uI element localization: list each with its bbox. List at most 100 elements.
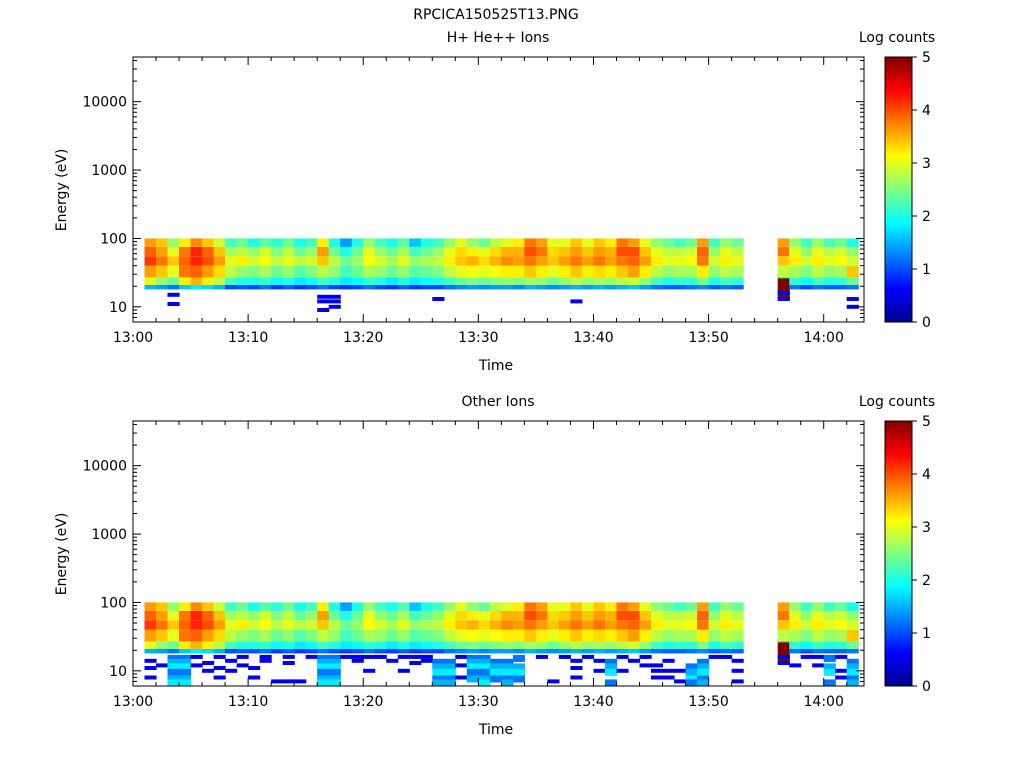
spectrogram-cell [535,641,548,649]
spectrogram-cell [317,648,330,654]
spectrogram-cell [777,256,790,266]
spectrogram-cell [351,238,364,247]
spectrogram-cell [547,611,560,621]
spectrogram-cell [282,265,295,278]
spectrogram-cell [466,611,479,621]
spectrogram-cell [662,247,675,257]
spectrogram-cell [213,611,226,621]
spectrogram-cell [674,611,687,621]
low-count-cell [823,654,836,662]
spectrogram-cell [823,641,836,649]
low-count-cell [294,679,307,684]
spectrogram-cell [259,641,272,649]
spectrogram-cell [363,277,376,285]
spectrogram-cell [512,602,525,611]
spectrogram-cell [259,648,272,654]
spectrogram-cell [812,265,825,278]
spectrogram-cell [697,265,710,278]
spectrogram-cell [501,641,514,649]
colorbar-gradient [884,56,913,323]
low-count-cell [478,663,491,671]
spectrogram-cell [605,629,618,642]
spectrogram-cell [789,284,802,290]
spectrogram-cell [466,648,479,654]
x-tick-label: 13:00 [113,694,153,710]
spectrogram-cell [443,247,456,257]
spectrogram-cell [466,620,479,630]
spectrogram-cell [697,238,710,247]
spectrogram-cell [708,602,721,611]
spectrogram-cell [236,648,249,654]
low-count-cell [651,663,664,668]
spectrogram-cell [202,277,215,285]
spectrogram-cell [628,284,641,290]
spectrogram-cell [397,238,410,247]
low-count-cell [466,654,479,662]
spectrogram-cell [374,629,387,642]
spectrogram-cell [697,648,710,654]
colorbar-tick-label: 1 [922,626,931,642]
spectrogram-cell [179,247,192,257]
spectrogram-cell [282,648,295,654]
low-count-cell [651,668,664,673]
spectrogram-cell [570,238,583,247]
spectrogram-cell [628,629,641,642]
spectrogram-cell [167,256,180,266]
spectrogram-cell [708,648,721,654]
spectrogram-cell [374,648,387,654]
spectrogram-cell [144,611,157,621]
low-count-cell [167,658,180,666]
spectrogram-cell [835,629,848,642]
spectrogram-cell [812,256,825,266]
low-count-cell [317,679,330,687]
spectrogram-cell [202,238,215,247]
spectrogram-cell [271,238,284,247]
low-count-cell [432,668,445,676]
spectrogram-cell [213,641,226,649]
spectrogram-cell [535,277,548,285]
spectrogram-cell [259,611,272,621]
spectrogram-cell [328,265,341,278]
x-tick-label: 13:30 [458,694,498,710]
spectrogram-cell [777,611,790,621]
spectrogram-cell [651,602,664,611]
spectrogram-cell [317,265,330,278]
low-count-cell [812,654,825,659]
spectrogram-cell [236,247,249,257]
spectrogram-cell [409,620,422,630]
spectrogram-cell [213,629,226,642]
spectrogram-cell [374,277,387,285]
spectrogram-cell [708,611,721,621]
low-count-cell [846,304,859,309]
spectrogram-cell [156,238,169,247]
spectrogram-cell [835,265,848,278]
spectrogram-cell [697,620,710,630]
spectrogram-cell [282,602,295,611]
spectrogram-cell [374,641,387,649]
spectrogram-cell [156,284,169,290]
spectrogram-cell [466,629,479,642]
low-count-cell [846,679,859,687]
spectrogram-cell [340,602,353,611]
spectrogram-cell [248,629,261,642]
spectrogram-cell [685,284,698,290]
low-count-cell [697,679,710,687]
spectrogram-cell [685,620,698,630]
spectrogram-cell [720,648,733,654]
spectrogram-cell [558,256,571,266]
low-count-cell [190,654,203,659]
low-count-cell [501,675,514,683]
low-count-cell [179,654,192,662]
low-count-cell [328,654,341,662]
spectrogram-cell [236,284,249,290]
spectrogram-cell [179,256,192,266]
low-count-cell [305,654,318,659]
spectrogram-cell [167,620,180,630]
spectrogram-cell [616,629,629,642]
spectrogram-cell [582,247,595,257]
spectrogram-cell [374,602,387,611]
spectrogram-cell [179,629,192,642]
spectrogram-cell [248,611,261,621]
low-count-cell [202,668,215,673]
spectrogram-cell [582,265,595,278]
